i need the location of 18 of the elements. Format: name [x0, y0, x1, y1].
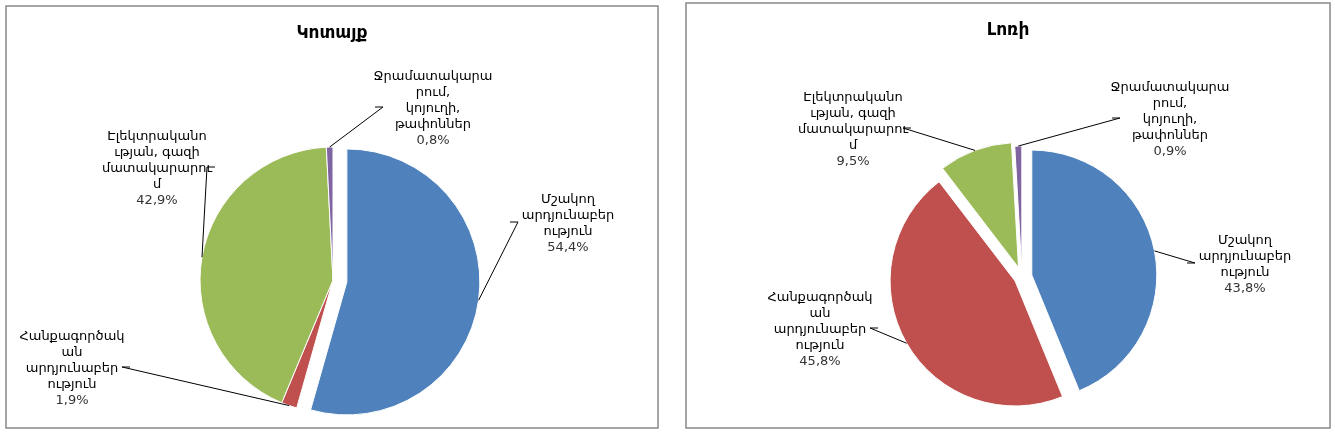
data-label: 42,9%: [136, 191, 178, 207]
slice-label: Մշակող արդյունաբերություն: [1198, 231, 1292, 279]
slice-label: Էլեկտրականության, գազի մատակարարում: [797, 88, 909, 152]
data-label: 43,8%: [1224, 279, 1266, 295]
slice-label: Հանքագործական արդյունաբերություն: [19, 327, 125, 391]
slice-label: Հանքագործական արդյունաբերություն: [767, 288, 873, 352]
slice-label: Էլեկտրականության, գազի մատակարարում: [101, 127, 213, 191]
data-label: 9,5%: [836, 152, 870, 168]
data-label: 0,8%: [416, 131, 450, 147]
data-label: 1,9%: [55, 391, 89, 407]
data-label: 54,4%: [547, 238, 589, 254]
data-label: 45,8%: [799, 352, 841, 368]
chart-title: Լոռի: [986, 19, 1030, 39]
data-label: 0,9%: [1153, 142, 1187, 158]
slice-label: Ջրամատակարարում, կոյուղի, թափոններ: [373, 67, 493, 131]
slice-label: Ջրամատակարարում, կոյուղի, թափոններ: [1110, 78, 1230, 142]
chart-title: Կոտայք: [296, 22, 368, 42]
slice-label: Մշակող արդյունաբերություն: [521, 190, 615, 238]
